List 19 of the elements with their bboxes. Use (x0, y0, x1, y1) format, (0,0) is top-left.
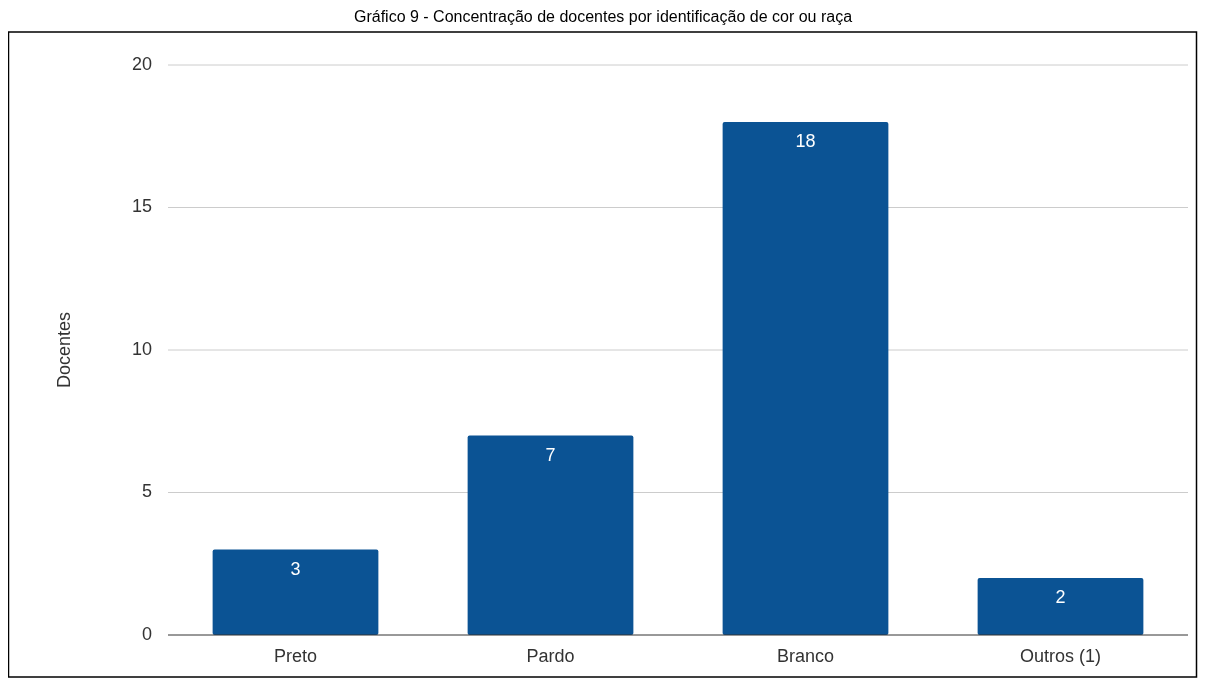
x-tick-label: Preto (273, 646, 318, 666)
bar (212, 549, 379, 635)
data-label: 2 (1055, 587, 1066, 607)
x-tick-label: Pardo (526, 646, 575, 666)
bar (467, 435, 634, 635)
data-label: 18 (795, 131, 816, 151)
y-tick-label: 5 (141, 481, 152, 502)
y-tick-label: 0 (141, 623, 152, 644)
y-axis-title: Docentes (54, 311, 74, 389)
y-tick-label: 10 (131, 338, 152, 359)
data-label: 3 (290, 558, 301, 579)
bar (977, 578, 1144, 635)
chart-title: Gráfico 9 - Concentração de docentes por identificação de cor ou raça (353, 8, 853, 26)
data-label: 7 (545, 444, 556, 465)
y-tick-label: 15 (131, 196, 152, 217)
bar (722, 122, 889, 635)
x-tick-label: Outros (1) (1019, 646, 1102, 666)
x-tick-label: Branco (776, 646, 835, 666)
y-tick-label: 20 (131, 53, 152, 74)
